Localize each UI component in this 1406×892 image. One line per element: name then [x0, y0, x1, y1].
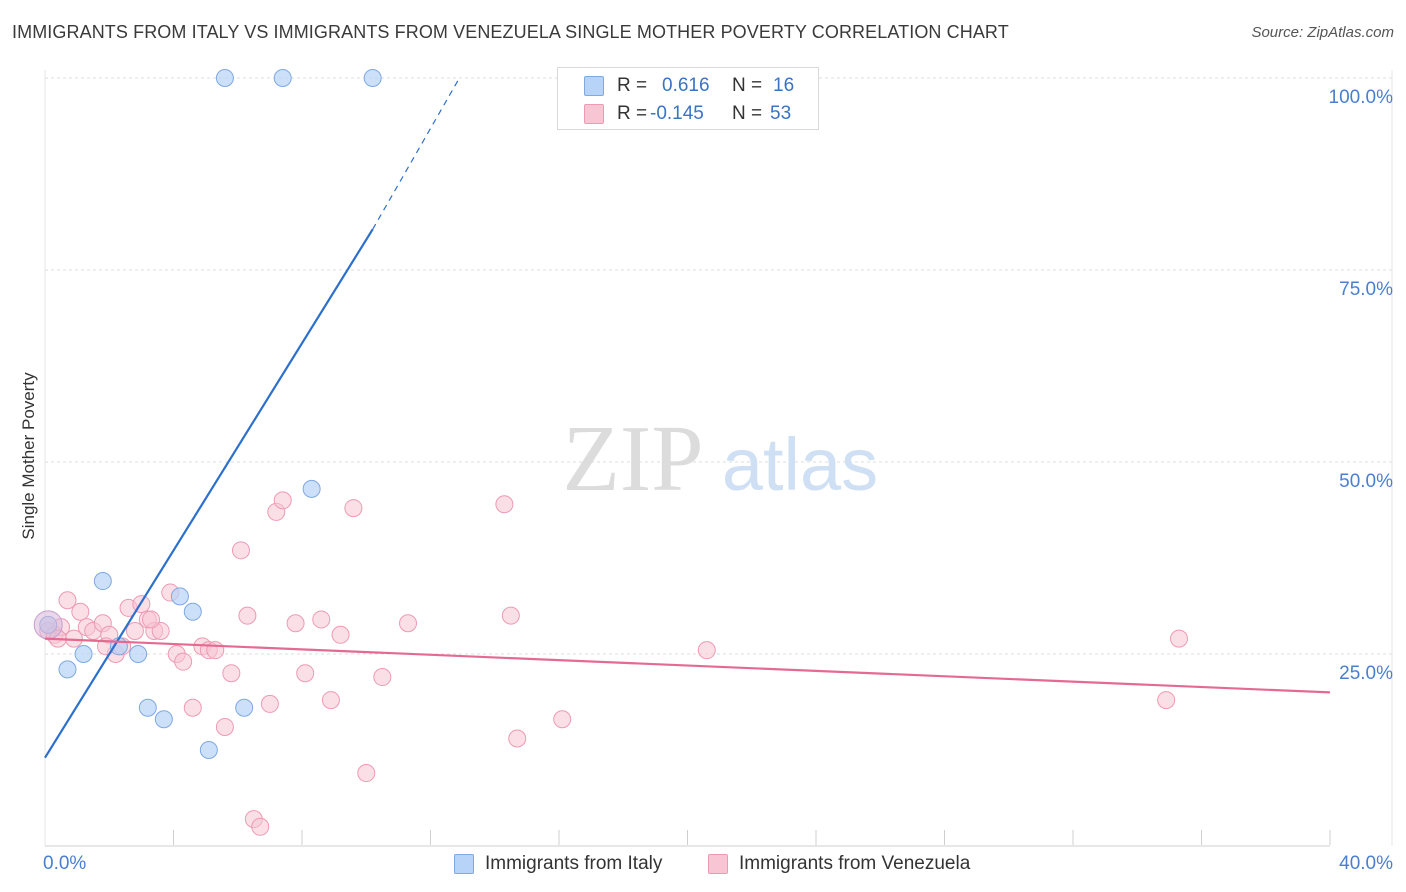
venezuela-swatch: [708, 854, 728, 874]
italy-point: [129, 645, 148, 663]
axis-labels: 25.0% 50.0% 75.0% 100.0% 0.0% 40.0% Single Mot…: [19, 87, 1393, 874]
venezuela-point: [697, 641, 716, 660]
venezuela-points: [39, 491, 1189, 836]
venezuela-point: [501, 606, 520, 625]
venezuela-trend-line: [44, 637, 1331, 694]
italy-point: [183, 602, 202, 621]
venezuela-point: [260, 694, 279, 713]
italy-swatch: [454, 854, 474, 874]
y-tick-label: 100.0%: [1329, 87, 1394, 108]
venezuela-point: [71, 602, 90, 621]
italy-point: [215, 69, 234, 87]
n-value: 53: [770, 103, 792, 124]
venezuela-point: [58, 591, 77, 610]
italy-point: [363, 69, 382, 87]
italy-point: [74, 645, 93, 663]
venezuela-point: [231, 541, 250, 560]
venezuela-point: [553, 710, 572, 729]
venezuela-point: [508, 729, 527, 748]
watermark-atlas: atlas: [722, 423, 878, 506]
venezuela-point: [286, 614, 305, 633]
stats-row-italy: R = 0.616 N = 16: [558, 72, 820, 100]
y-axis-title: Single Mother Poverty: [19, 372, 38, 540]
n-label: N =: [732, 103, 763, 124]
watermark: ZIP atlas: [563, 407, 879, 511]
trend-lines: [44, 77, 1331, 759]
venezuela-point: [183, 698, 202, 717]
y-tick-label: 25.0%: [1339, 663, 1393, 684]
italy-point: [138, 698, 157, 717]
venezuela-point: [1157, 691, 1176, 710]
italy-point: [154, 710, 173, 729]
bottom-legend: Immigrants from Italy Immigrants from Ve…: [0, 850, 1406, 880]
stats-legend: R = 0.616 N = 16 R = -0.145 N = 53: [557, 67, 819, 130]
venezuela-point: [251, 817, 270, 836]
chart-title: IMMIGRANTS FROM ITALY VS IMMIGRANTS FROM…: [12, 22, 1009, 42]
italy-point: [273, 69, 292, 87]
italy-point: [170, 587, 189, 606]
n-label: N =: [732, 75, 763, 96]
venezuela-point: [373, 668, 392, 687]
italy-point: [199, 741, 218, 759]
legend-item-italy: Immigrants from Italy: [454, 853, 662, 875]
legend-label-italy: Immigrants from Italy: [485, 853, 663, 874]
x-tick-label: 40.0%: [1339, 853, 1393, 874]
venezuela-point: [273, 491, 292, 510]
venezuela-point: [312, 610, 331, 629]
venezuela-point: [222, 664, 241, 683]
x-tick-label: 0.0%: [43, 853, 86, 874]
legend-label-venezuela: Immigrants from Venezuela: [739, 853, 971, 874]
venezuela-swatch: [584, 104, 604, 124]
stats-row-venezuela: R = -0.145 N = 53: [558, 100, 820, 128]
r-value: -0.145: [650, 103, 704, 124]
venezuela-point: [399, 614, 418, 633]
venezuela-point: [344, 499, 363, 518]
italy-points: [33, 69, 382, 759]
y-tick-label: 50.0%: [1339, 471, 1393, 492]
italy-point: [302, 479, 321, 498]
source-label: Source: ZipAtlas.com: [1251, 24, 1394, 41]
venezuela-point: [331, 625, 350, 644]
axes: [44, 70, 1393, 847]
venezuela-point: [1170, 629, 1189, 648]
italy-point: [58, 660, 77, 679]
italy-trend-extension: [372, 77, 460, 230]
venezuela-point: [296, 664, 315, 683]
watermark-zip: ZIP: [563, 407, 704, 511]
venezuela-point: [125, 621, 144, 640]
y-tick-label: 75.0%: [1339, 279, 1393, 300]
venezuela-point: [174, 652, 193, 671]
venezuela-point: [357, 764, 376, 783]
venezuela-point: [151, 621, 170, 640]
legend-item-venezuela: Immigrants from Venezuela: [708, 853, 970, 875]
venezuela-point: [321, 691, 340, 710]
venezuela-point: [238, 606, 257, 625]
cluster-point: [33, 610, 63, 640]
venezuela-point: [215, 717, 234, 736]
n-value: 16: [773, 75, 795, 96]
italy-point: [235, 698, 254, 717]
venezuela-point: [142, 610, 161, 629]
venezuela-point: [206, 641, 225, 660]
italy-point: [93, 572, 112, 591]
r-label: R =: [617, 103, 648, 124]
grid-lines: [45, 77, 1392, 655]
italy-trend-line: [44, 228, 374, 759]
italy-swatch: [584, 76, 604, 96]
r-label: R =: [617, 75, 648, 96]
venezuela-point: [495, 495, 514, 514]
r-value: 0.616: [662, 75, 710, 96]
